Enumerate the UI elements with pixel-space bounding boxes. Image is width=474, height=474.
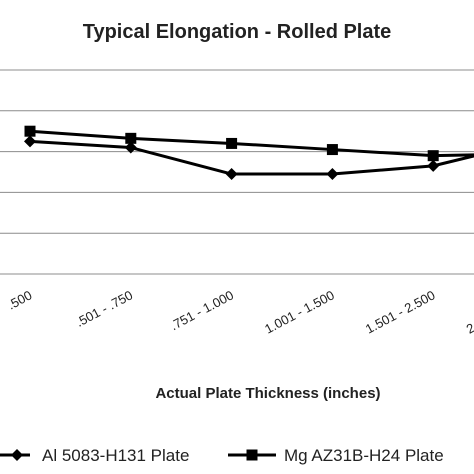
data-point [427,159,440,172]
x-axis-label: Actual Plate Thickness (inches) [155,385,380,402]
legend-marker [246,449,258,461]
data-point [125,132,137,144]
data-point [427,150,439,162]
series-1 [24,135,474,181]
series-layer [24,125,474,181]
legend-label: Mg AZ31B-H24 Plate [284,446,444,465]
legend-label: Al 5083-H131 Plate [42,446,189,465]
data-point [24,125,36,137]
series-line [29,129,474,158]
legend-item: Al 5083-H131 Plate [0,446,189,465]
data-point [124,141,137,154]
gridlines [0,110,474,275]
data-point [225,168,238,181]
legend: Al 5083-H131 Plate Mg AZ31B-H24 Plate [0,446,444,465]
legend-item: Mg AZ31B-H24 Plate [228,446,444,465]
data-point [24,135,36,148]
legend-marker [11,449,23,461]
data-point [326,168,339,181]
series-2 [24,125,474,162]
data-point [326,144,338,156]
data-point [226,137,238,149]
chart-title: Typical Elongation - Rolled Plate [83,21,392,43]
series-line [29,139,474,176]
